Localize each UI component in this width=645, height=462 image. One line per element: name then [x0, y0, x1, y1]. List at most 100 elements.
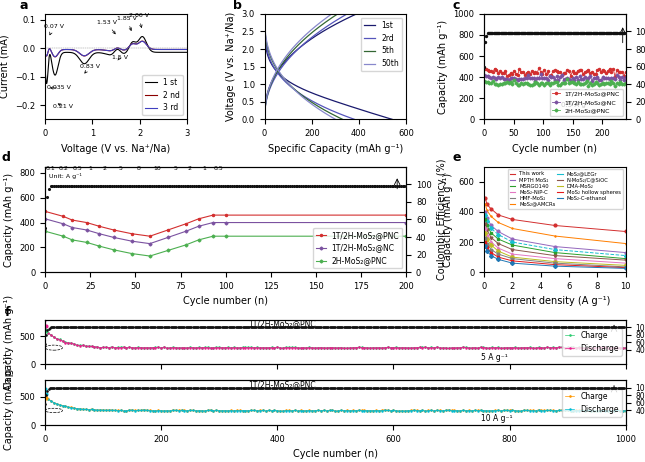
Point [68, 384, 78, 392]
Point [542, 324, 553, 331]
Point [468, 384, 479, 392]
Point [58, 182, 68, 189]
Point [509, 384, 519, 392]
Point [171, 182, 181, 189]
Point [344, 384, 355, 392]
Point [172, 384, 183, 392]
3 rd [104, 48, 112, 53]
Point [519, 384, 530, 392]
Point [98, 182, 108, 189]
Discharge [622, 408, 630, 413]
Point [506, 29, 517, 36]
Point [76, 324, 86, 331]
Point [373, 324, 384, 331]
Point [113, 384, 123, 392]
Point [524, 384, 535, 392]
Point [571, 324, 582, 331]
Line: 2H-MoS₂@PNC: 2H-MoS₂@PNC [483, 78, 627, 87]
Point [118, 182, 128, 189]
Point [273, 324, 284, 331]
Point [382, 384, 393, 392]
Point [595, 384, 605, 392]
Point [575, 29, 586, 36]
Line: 50th: 50th [264, 14, 335, 119]
Point [162, 324, 172, 331]
Point [592, 29, 602, 36]
Point [532, 29, 542, 36]
Point [450, 324, 460, 331]
Point [211, 384, 221, 392]
Point [43, 385, 54, 393]
Point [341, 384, 351, 392]
1T/2H-MoS₂@NC [562, 76, 570, 82]
Point [135, 384, 146, 392]
Line: 3 rd: 3 rd [45, 41, 187, 57]
Point [328, 324, 338, 331]
Point [349, 324, 359, 331]
Point [591, 384, 602, 392]
Discharge [253, 408, 261, 413]
Point [77, 324, 88, 331]
Point [590, 29, 600, 36]
Point [455, 324, 465, 331]
Text: 2: 2 [188, 166, 192, 171]
Point [343, 384, 353, 392]
Discharge [332, 408, 339, 414]
X-axis label: Cycle number (n): Cycle number (n) [512, 144, 597, 153]
Point [349, 384, 359, 392]
Point [312, 324, 322, 331]
Point [388, 324, 399, 331]
Point [509, 324, 519, 331]
Point [534, 29, 544, 36]
2 nd [104, 48, 112, 54]
Point [499, 324, 509, 331]
Y-axis label: Coulombic Efficiency (%): Coulombic Efficiency (%) [437, 159, 447, 280]
Point [366, 182, 377, 189]
Point [374, 324, 384, 331]
Point [194, 182, 204, 189]
Point [54, 384, 64, 392]
2 nd [51, 54, 59, 60]
1T/2H-MoS₂@NC [182, 229, 190, 234]
Point [263, 384, 273, 392]
Point [89, 324, 99, 331]
Point [346, 324, 357, 331]
Point [132, 182, 143, 189]
Point [606, 384, 617, 392]
1T/2H-MoS₂@NC [59, 221, 67, 226]
Point [555, 324, 566, 331]
Point [198, 384, 208, 392]
Point [128, 324, 139, 331]
Point [273, 384, 284, 392]
Point [102, 182, 112, 189]
Point [105, 384, 115, 392]
Point [357, 324, 367, 331]
Point [610, 29, 620, 36]
Point [132, 324, 142, 331]
Point [619, 324, 630, 331]
Point [490, 324, 501, 331]
Point [453, 324, 464, 331]
2H-MoS₂@PNC [83, 240, 90, 245]
Point [515, 29, 526, 36]
Point [455, 384, 466, 392]
Point [43, 387, 53, 395]
Point [467, 384, 477, 392]
Point [322, 324, 332, 331]
Point [169, 324, 179, 331]
Point [560, 324, 570, 331]
Point [223, 324, 233, 331]
Point [558, 324, 568, 331]
Point [339, 182, 350, 189]
Point [542, 384, 552, 392]
Point [252, 324, 263, 331]
Point [507, 324, 517, 331]
Point [587, 384, 597, 392]
Point [357, 182, 368, 189]
Point [171, 324, 181, 331]
1 st [43, 81, 50, 86]
Point [546, 384, 557, 392]
Point [297, 324, 307, 331]
Point [466, 324, 477, 331]
Point [257, 324, 268, 331]
